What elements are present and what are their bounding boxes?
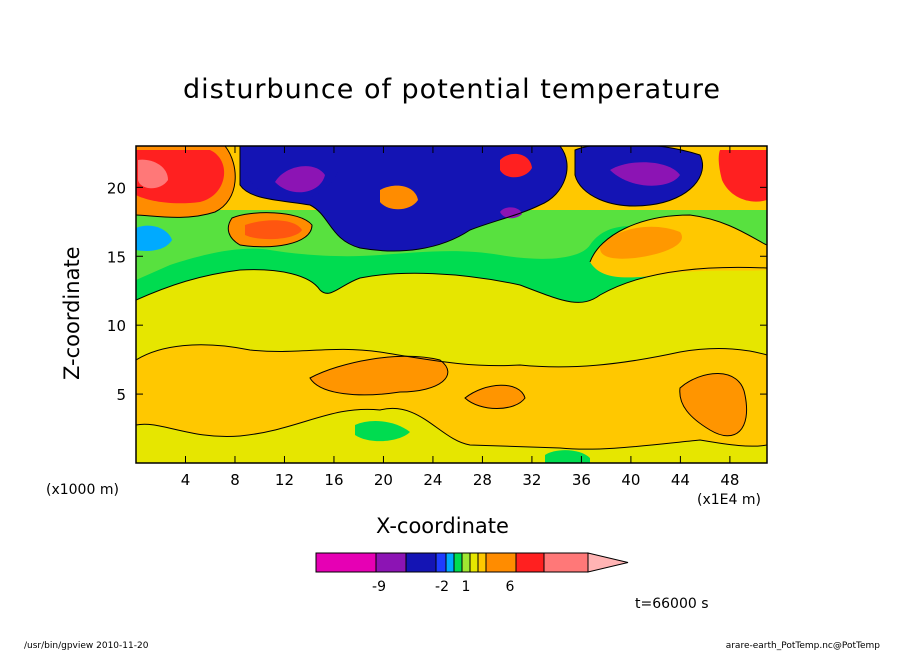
x-tick-label: 28 <box>473 471 492 489</box>
x-tick-label: 12 <box>275 471 294 489</box>
x-tick-label: 20 <box>374 471 393 489</box>
x-tick-label: 32 <box>522 471 541 489</box>
colorbar-segment <box>461 552 471 573</box>
colorbar-segment <box>485 552 517 573</box>
x-tick-label: 36 <box>572 471 591 489</box>
colorbar-segment <box>405 552 437 573</box>
colorbar-segment <box>469 552 479 573</box>
colorbar-tick-label: -9 <box>372 579 386 595</box>
colorbar-arrow <box>587 552 629 573</box>
x-tick-label: 44 <box>671 471 690 489</box>
x-axis-label: X-coordinate <box>376 514 509 538</box>
colorbar-tick-label: 6 <box>506 579 515 595</box>
contour-fill-green-bottom <box>355 420 410 442</box>
x-tick-label: 48 <box>720 471 739 489</box>
x-tick-label: 40 <box>621 471 640 489</box>
x-tick-label: 24 <box>423 471 442 489</box>
plot-frame <box>135 145 768 464</box>
time-annotation: t=66000 s <box>635 596 709 612</box>
contour-fill-orange-mid2 <box>465 385 525 409</box>
contour-fill-orange-mid <box>310 356 448 395</box>
colorbar-segment <box>477 552 487 573</box>
x-axis: 4 8 12 16 20 24 28 32 36 40 44 48 <box>181 146 739 489</box>
colorbar-tick-label: -2 <box>435 579 449 595</box>
y-tick-label: 10 <box>107 317 126 335</box>
contour-field <box>136 146 767 463</box>
x-unit-label: (x1000 m) <box>46 482 119 498</box>
contour-fill-low-yellow <box>136 408 767 463</box>
colorbar-segment <box>543 552 589 573</box>
contour-fill-red-topleft <box>136 150 225 204</box>
colorbar-segment <box>515 552 545 573</box>
contour-fill-cyan-left <box>136 225 172 251</box>
contour-fill-purple-3 <box>500 207 522 219</box>
y-tick-label: 15 <box>107 248 126 266</box>
contour-fill-purple-1 <box>275 166 325 193</box>
y-axis: 5 10 15 20 <box>107 179 767 404</box>
colorbar: -9 -2 1 6 <box>315 552 629 595</box>
colorbar-segment <box>315 552 377 573</box>
contour-fill-orange-small <box>380 185 418 210</box>
x-tick-label: 8 <box>230 471 240 489</box>
contour-fill-red-left2 <box>245 220 302 240</box>
contour-fill-red-mid <box>500 153 532 178</box>
contour-fill-green-bottom2 <box>545 450 590 463</box>
y-tick-label: 20 <box>107 179 126 197</box>
contour-fill-orange-upper-right2 <box>600 226 682 259</box>
colorbar-segment <box>445 552 455 573</box>
colorbar-segment <box>375 552 407 573</box>
footer-right: arare-earth_PotTemp.nc@PotTemp <box>725 641 880 651</box>
contour-fill-purple-2 <box>610 162 680 186</box>
colorbar-segment <box>435 552 447 573</box>
contour-fill-red-topright <box>718 150 767 202</box>
y-tick-label: 5 <box>116 386 126 404</box>
x-tick-label: 16 <box>324 471 343 489</box>
colorbar-segment <box>453 552 463 573</box>
footer-left: /usr/bin/gpview 2010-11-20 <box>24 641 149 651</box>
chart-title: disturbunce of potential temperature <box>183 74 721 105</box>
colorbar-tick-label: 1 <box>462 579 471 595</box>
y-axis-label: Z-coordinate <box>60 246 84 380</box>
x-unit-label-secondary: (x1E4 m) <box>697 492 761 508</box>
x-tick-label: 4 <box>181 471 191 489</box>
contour-fill-pink-topleft <box>138 159 168 189</box>
